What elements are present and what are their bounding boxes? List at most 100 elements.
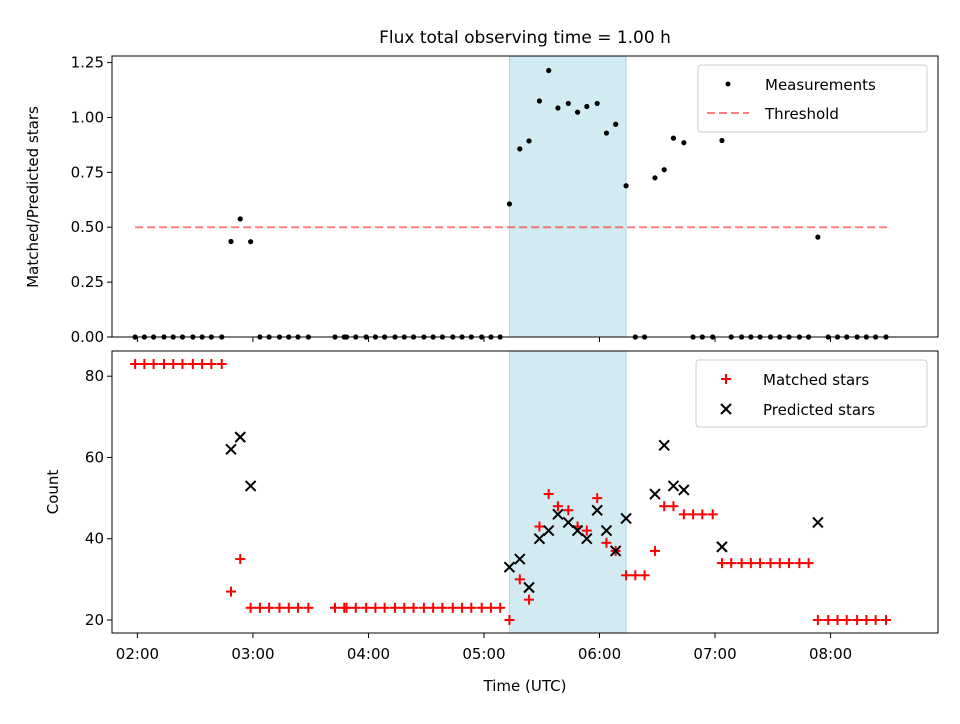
predicted-star-point xyxy=(225,443,237,456)
measurement-point xyxy=(228,238,234,245)
predicted-star-point xyxy=(812,516,824,529)
matched-star-point xyxy=(341,602,352,613)
matched-star-point xyxy=(697,509,708,520)
predicted-star-point xyxy=(234,431,246,443)
matched-star-point xyxy=(823,614,834,625)
measurement-point xyxy=(661,167,667,173)
measurement-point xyxy=(526,138,532,144)
matched-star-point xyxy=(745,558,756,569)
matched-star-point xyxy=(534,521,545,532)
matched-star-point xyxy=(264,602,275,613)
legend-measurements-label: Measurements xyxy=(765,76,876,94)
matched-star-point xyxy=(235,554,246,565)
legend-predicted-label: Predicted stars xyxy=(763,401,875,419)
matched-star-point xyxy=(794,558,805,569)
xtick-label: 03:00 xyxy=(231,645,274,663)
matched-star-point xyxy=(206,359,217,370)
predicted-star-point xyxy=(591,504,603,516)
top-ytick-label: 0.00 xyxy=(71,328,104,346)
predicted-star-point xyxy=(244,480,257,492)
predicted-star-point xyxy=(716,541,728,553)
matched-star-point xyxy=(495,602,506,613)
matched-star-point xyxy=(812,614,823,625)
matched-star-point xyxy=(601,537,612,548)
matched-star-point xyxy=(783,558,794,569)
matched-star-point xyxy=(158,359,169,370)
bottom-legend: Matched stars Predicted stars xyxy=(695,359,928,428)
matched-star-point xyxy=(428,602,439,613)
matched-star-point xyxy=(736,558,747,569)
top-y-axis-label: Matched/Predicted stars xyxy=(24,106,42,288)
matched-star-point xyxy=(437,602,448,613)
predicted-star-point xyxy=(658,439,670,451)
predicted-star-point xyxy=(649,488,661,500)
matched-star-point xyxy=(476,602,487,613)
bottom-ytick-label: 60 xyxy=(85,448,104,466)
bottom-y-axis-label: Count xyxy=(44,470,62,515)
bottom-plot-frame xyxy=(111,350,939,634)
predicted-star-point xyxy=(514,553,526,565)
matched-star-point xyxy=(543,489,554,500)
measurement-point xyxy=(652,175,658,181)
matched-star-point xyxy=(659,501,670,512)
matched-star-point xyxy=(563,505,574,516)
matched-star-point xyxy=(678,509,689,520)
matched-star-point xyxy=(649,545,660,556)
chart-title: Flux total observing time = 1.00 h xyxy=(379,28,671,48)
matched-star-point xyxy=(466,602,477,613)
top-legend: Measurements Threshold xyxy=(697,64,928,133)
matched-star-point xyxy=(524,594,535,605)
matched-star-point xyxy=(187,359,198,370)
matched-star-point xyxy=(485,602,496,613)
matched-star-point xyxy=(630,570,641,581)
matched-star-point xyxy=(581,525,592,536)
matched-star-point xyxy=(379,602,390,613)
predicted-star-point xyxy=(581,533,593,545)
measurement-point xyxy=(506,201,513,207)
measurement-point xyxy=(237,216,243,222)
measurement-point xyxy=(517,146,523,152)
legend-matched-marker xyxy=(721,374,731,384)
matched-star-point xyxy=(592,493,603,504)
matched-star-point xyxy=(832,614,843,625)
top-ytick-label: 0.25 xyxy=(71,273,104,291)
xtick-label: 07:00 xyxy=(693,645,736,663)
legend-predicted-marker xyxy=(720,403,732,415)
measurement-point xyxy=(565,100,571,107)
predicted-star-point xyxy=(523,581,535,594)
predicted-star-point xyxy=(552,508,564,521)
xtick-label: 05:00 xyxy=(462,645,505,663)
predicted-star-point xyxy=(678,484,690,496)
matched-star-point xyxy=(350,602,361,613)
matched-star-point xyxy=(688,509,699,520)
predicted-star-point xyxy=(609,545,622,557)
matched-star-point xyxy=(726,558,737,569)
matched-star-point xyxy=(841,614,852,625)
predicted-star-point xyxy=(600,524,613,537)
matched-star-point xyxy=(168,359,179,370)
measurement-point xyxy=(681,140,687,146)
predicted-star-point xyxy=(571,524,584,537)
legend-measurement-marker xyxy=(725,81,731,87)
matched-star-point xyxy=(852,614,863,625)
matched-star-point xyxy=(408,602,419,613)
measurement-point xyxy=(719,137,725,144)
measurement-point xyxy=(670,135,677,141)
matched-star-point xyxy=(418,602,429,613)
matched-star-point xyxy=(755,558,766,569)
top-ytick-label: 1.00 xyxy=(71,108,104,126)
top-ytick-label: 0.75 xyxy=(71,163,104,181)
matched-star-point xyxy=(399,602,410,613)
predicted-star-point xyxy=(667,480,680,492)
measurement-point xyxy=(613,121,619,127)
matched-star-point xyxy=(668,501,679,512)
predicted-star-point xyxy=(562,516,575,529)
matched-star-point xyxy=(716,558,727,569)
matched-star-point xyxy=(292,602,303,613)
matched-star-point xyxy=(514,574,525,585)
measurement-point xyxy=(555,105,561,111)
matched-star-point xyxy=(254,602,265,613)
matched-star-point xyxy=(283,602,294,613)
observing-window-span xyxy=(508,55,627,338)
